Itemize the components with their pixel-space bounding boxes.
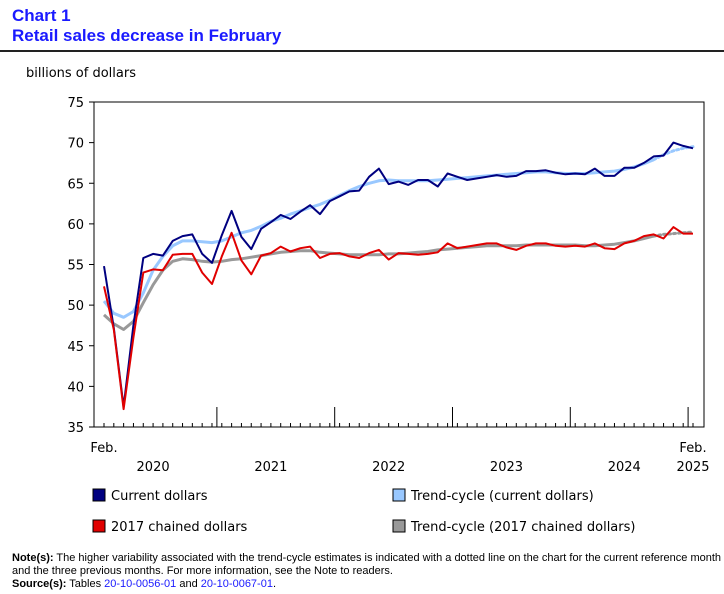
y-tick-label: 75 [67,96,84,111]
x-tick-label: 2021 [254,460,287,475]
chart-notes: Note(s): The higher variability associat… [12,552,724,591]
legend-swatch [392,519,406,533]
y-tick-label: 60 [67,218,84,233]
notes-line: Note(s): The higher variability associat… [12,552,724,578]
series-line [103,141,694,408]
line-chart: billions of dollars 35 40 45 50 55 60 65 70 75 Feb… [26,66,710,535]
source-and: and [179,578,198,590]
y-tick-label: 70 [67,137,84,152]
notes-label: Note(s): [12,552,54,564]
source-line: Source(s): Tables 20-10-0056-01 and 20-1… [12,578,724,591]
table-link-2[interactable]: 20-10-0067-01 [200,578,273,590]
legend-swatch [392,488,406,502]
legend-label: Trend-cycle (2017 chained dollars) [410,520,635,535]
y-tick-label: 35 [67,421,84,436]
legend-label: Current dollars [111,489,208,504]
source-end: . [272,578,277,590]
x-tick-label: 2022 [372,460,405,475]
chart-number: Chart 1 [12,6,71,25]
x-tick-label: Feb. [90,441,117,456]
x-tick-label: 2020 [137,460,170,475]
y-tick-label: 45 [67,340,84,355]
table-link-1[interactable]: 20-10-0056-01 [104,578,177,590]
x-tick-label: Feb. [679,441,706,456]
y-tick-label: 55 [67,259,84,274]
notes-text: The higher variability associated with t… [12,552,722,577]
x-tick-label: 2023 [490,460,523,475]
series-line [103,226,693,411]
header-rule [0,50,724,52]
legend-swatch [92,488,106,502]
chart-header: Chart 1 Retail sales decrease in Februar… [12,6,281,46]
source-label: Source(s): [12,578,67,590]
series-line-dotted [652,145,695,162]
y-tick-label: 50 [67,299,84,314]
x-tick-label: 2024 [608,460,641,475]
legend-swatch [92,519,106,533]
y-tick-label: 65 [67,177,84,192]
source-prefix: Tables [69,578,102,590]
y-tick-label: 40 [67,380,84,395]
x-tick-label: 2025 [676,460,709,475]
legend-label: Trend-cycle (current dollars) [410,489,594,504]
chart-title: Retail sales decrease in February [12,26,282,45]
legend-label: 2017 chained dollars [111,520,248,535]
y-axis-title: billions of dollars [26,66,136,81]
series-line [102,158,655,319]
plot-frame [93,101,705,428]
series-line-dotted [652,230,695,238]
